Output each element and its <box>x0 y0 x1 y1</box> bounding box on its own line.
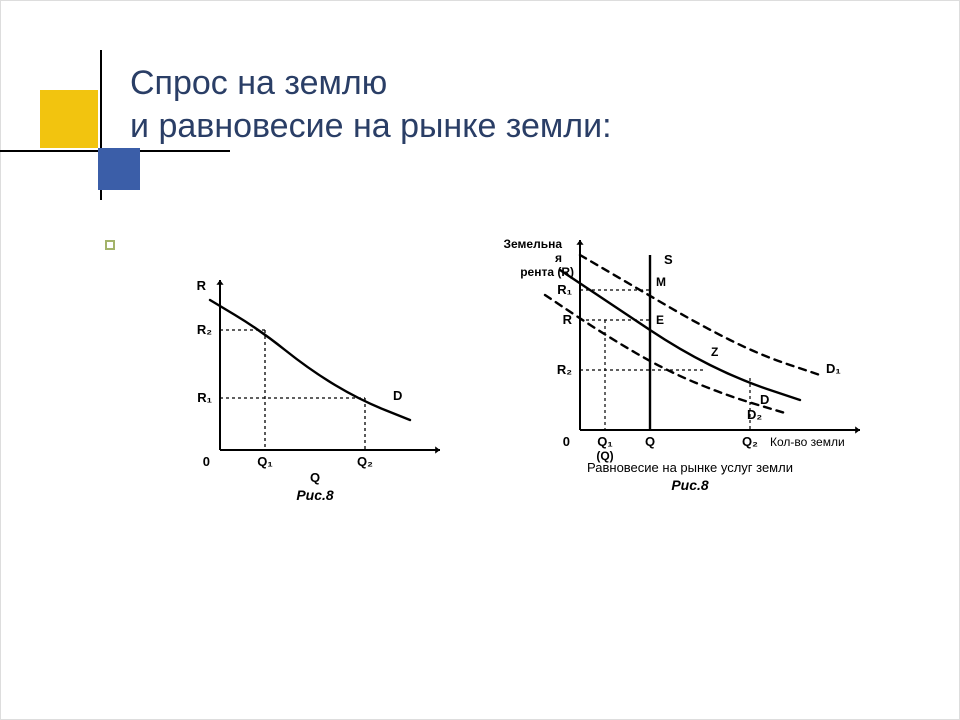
axis-label-Q: Q <box>310 470 320 485</box>
point-label-E: E <box>656 313 664 327</box>
bullet-icon <box>105 240 115 250</box>
chart-left: R R₂ R₁ 0 Q₁ Q Q₂ D Рис.8 <box>150 230 450 510</box>
curve-label-D1: D₁ <box>826 361 841 376</box>
y-title-1: Земельна <box>503 237 562 251</box>
figure-label: Рис.8 <box>671 477 709 493</box>
axis-label-R2: R₂ <box>197 322 212 337</box>
point-label-Z: Z <box>711 345 718 359</box>
figure-label: Рис.8 <box>296 487 334 503</box>
x-title: Кол-во земли <box>770 435 845 449</box>
point-label-M: M <box>656 275 666 289</box>
y-title-3: рента (R) <box>520 265 574 279</box>
axis-label-Q: Q <box>645 434 655 449</box>
chart-right: Земельнаярента (R)R₁RR₂0Q₁(Q)QQ₂Кол-во з… <box>490 210 890 520</box>
axis-label-Q1: Q₁ <box>257 454 273 469</box>
axis-label-Q2: Q₂ <box>357 454 373 469</box>
curve-label-D: D <box>393 388 402 403</box>
axis-label-R2: R₂ <box>557 362 572 377</box>
y-title-2: я <box>555 251 562 265</box>
slide-title: Спрос на землю и равновесие на рынке зем… <box>130 62 612 147</box>
deco-blue-square <box>98 148 140 190</box>
supply-label: S <box>664 252 673 267</box>
axis-label-R1: R₁ <box>197 390 212 405</box>
chart-caption: Равновесие на рынке услуг земли <box>587 460 793 475</box>
axis-label-R1: R₁ <box>557 282 572 297</box>
axis-label-R: R <box>197 278 207 293</box>
deco-yellow-square <box>40 90 98 148</box>
origin-label: 0 <box>563 434 570 449</box>
axis-label-Q2: Q₂ <box>742 434 758 449</box>
axis-label-R: R <box>563 312 573 327</box>
charts-area: RR₂R₁0Q₁QQ₂DРис.8 Земельнаярента (R)R₁RR… <box>130 210 890 540</box>
slide: Спрос на землю и равновесие на рынке зем… <box>0 0 960 720</box>
curve-label-D: D <box>760 392 769 407</box>
origin-label: 0 <box>203 454 210 469</box>
title-line-1: Спрос на землю <box>130 64 387 102</box>
curve-label-D2: D₂ <box>747 407 762 422</box>
axis-label-Q1: Q₁ <box>597 434 613 449</box>
title-line-2: и равновесие на рынке земли: <box>130 107 612 145</box>
